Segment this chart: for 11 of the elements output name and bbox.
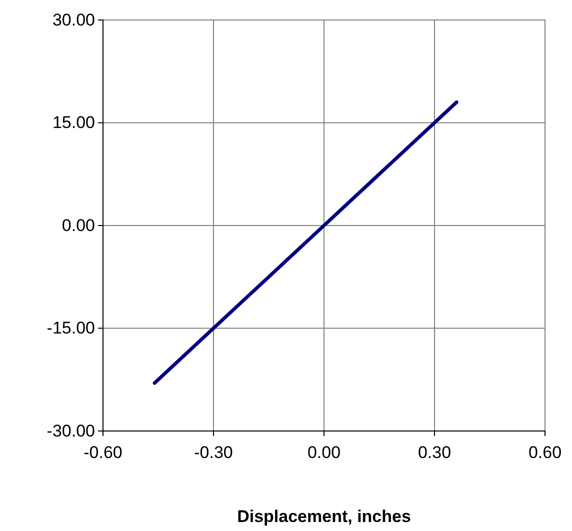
x-tick-label: -0.60 [84,443,122,462]
x-tick-label: 0.60 [528,443,562,462]
x-tick-label: 0.00 [307,443,341,462]
y-tick-label: 0.00 [62,216,95,235]
x-tick-label: 0.30 [418,443,452,462]
y-tick-label: -15.00 [46,318,95,338]
y-tick-label: 15.00 [52,113,95,132]
y-tick-label: -30.00 [46,421,95,440]
x-tick-label: -0.30 [194,443,233,462]
x-axis-title: Displacement, inches [237,507,411,526]
y-tick-label: 30.00 [52,10,95,30]
